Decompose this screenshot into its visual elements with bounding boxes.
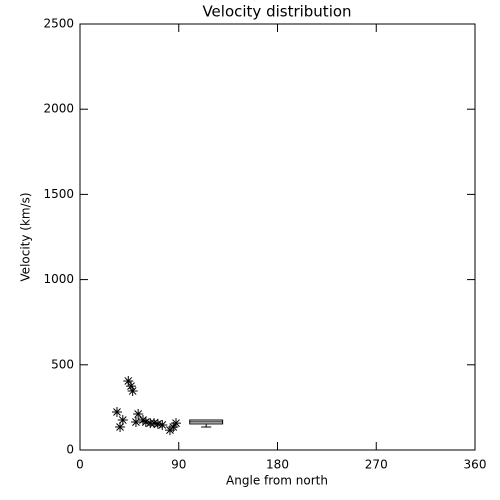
data-point <box>140 417 151 428</box>
data-point <box>126 381 137 392</box>
x-tick-label: 0 <box>76 458 84 472</box>
plot-frame <box>79 23 476 451</box>
y-tick-label: 1000 <box>43 272 74 286</box>
data-point <box>117 415 128 426</box>
data-point <box>152 418 163 429</box>
x-tick-label: 360 <box>464 458 487 472</box>
data-point <box>137 415 148 426</box>
data-point <box>149 418 160 429</box>
data-point <box>171 418 182 429</box>
y-axis-label: Velocity (km/s) <box>19 192 33 281</box>
data-point <box>111 407 122 418</box>
data-point <box>130 417 141 428</box>
y-tick-label: 2500 <box>43 17 74 31</box>
x-tick-label: 180 <box>266 458 289 472</box>
data-point <box>168 421 179 432</box>
chart-title: Velocity distribution <box>202 3 351 21</box>
y-tick-label: 0 <box>66 443 74 457</box>
data-point <box>127 386 138 397</box>
data-point <box>123 375 134 386</box>
data-point <box>157 419 168 430</box>
y-tick-label: 2000 <box>43 102 74 116</box>
x-tick-label: 270 <box>365 458 388 472</box>
x-axis-label: Angle from north <box>226 474 328 488</box>
x-tick-label: 90 <box>171 458 186 472</box>
data-point <box>133 409 144 420</box>
y-tick-label: 500 <box>51 357 74 371</box>
y-tick-label: 1500 <box>43 187 74 201</box>
data-point <box>115 421 126 432</box>
